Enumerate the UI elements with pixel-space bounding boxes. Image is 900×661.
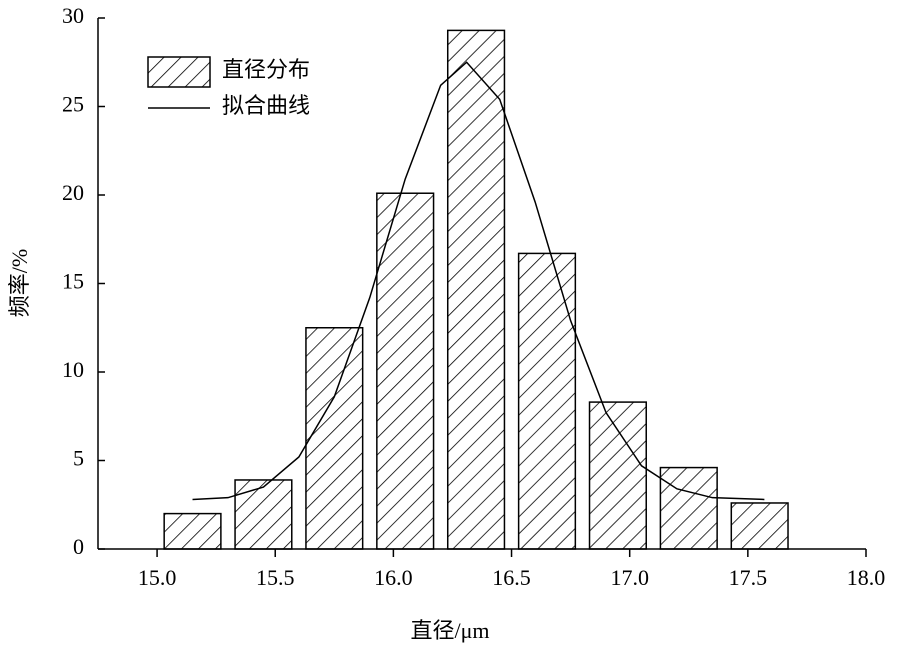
bar — [588, 401, 647, 550]
x-tick-label: 15.0 — [138, 565, 177, 590]
legend-label: 直径分布 — [222, 57, 310, 82]
x-tick-label: 16.5 — [492, 565, 531, 590]
bar — [730, 502, 789, 550]
y-tick-label: 15 — [62, 269, 84, 294]
bar — [517, 252, 577, 550]
bar — [163, 512, 222, 550]
y-axis-label: 频率/% — [7, 249, 32, 317]
y-tick-label: 20 — [62, 180, 84, 205]
legend-label: 拟合曲线 — [222, 93, 310, 118]
x-tick-label: 17.0 — [610, 565, 649, 590]
x-tick-label: 17.5 — [729, 565, 768, 590]
bar — [446, 29, 506, 550]
bar — [659, 466, 718, 550]
x-tick-label: 18.0 — [847, 565, 886, 590]
bar — [305, 327, 364, 550]
y-tick-label: 25 — [62, 92, 84, 117]
legend-swatch — [147, 56, 211, 88]
x-tick-label: 16.0 — [374, 565, 413, 590]
bar — [376, 192, 435, 550]
y-tick-label: 30 — [62, 3, 84, 28]
fit-line — [192, 61, 765, 501]
x-tick-label: 15.5 — [256, 565, 295, 590]
y-tick-label: 5 — [73, 446, 84, 471]
y-tick-label: 0 — [73, 534, 84, 559]
x-axis-label: 直径/μm — [410, 618, 489, 643]
y-tick-label: 10 — [62, 357, 84, 382]
bar — [234, 479, 293, 550]
